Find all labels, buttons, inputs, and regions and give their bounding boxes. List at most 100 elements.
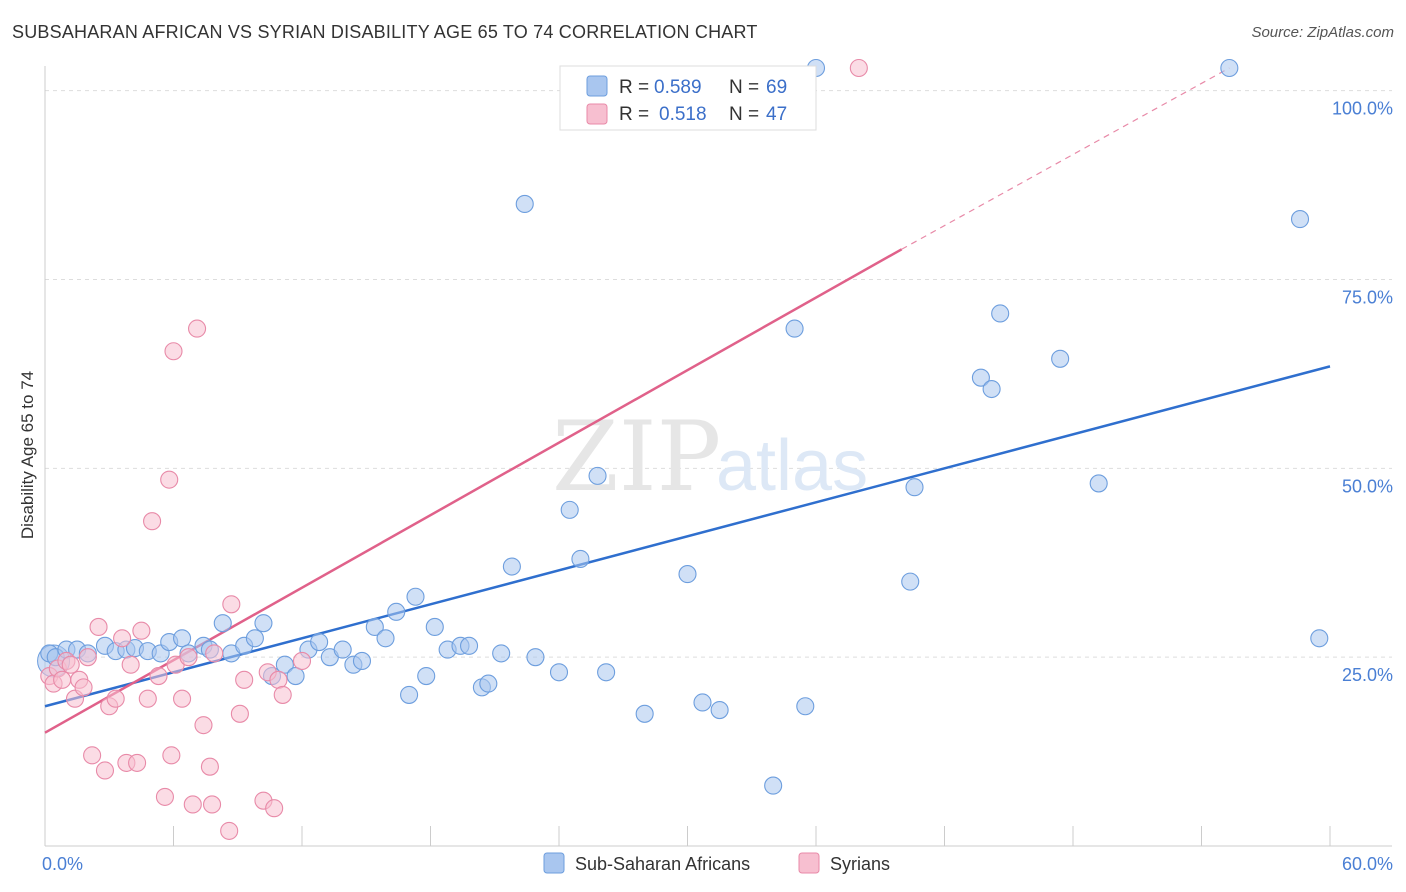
- point-0-31: [376, 629, 395, 648]
- point-0-67: [1290, 210, 1310, 229]
- point-1-19: [132, 621, 151, 640]
- point-1-35: [203, 795, 222, 814]
- series-legend-label-pink: Syrians: [830, 854, 890, 874]
- legend-swatch-pink: [586, 103, 608, 125]
- point-0-44: [515, 194, 534, 214]
- point-1-28: [173, 689, 192, 708]
- point-0-20: [254, 614, 273, 633]
- point-0-12: [173, 629, 192, 648]
- point-1-5: [61, 655, 80, 674]
- series-legend-swatch-blue: [543, 852, 565, 874]
- point-0-51: [635, 704, 654, 723]
- point-1-42: [265, 799, 284, 818]
- trend-line-extension-1: [901, 67, 1230, 250]
- point-0-50: [597, 663, 616, 682]
- point-0-19: [245, 629, 264, 648]
- point-0-16: [213, 614, 232, 633]
- point-0-22: [275, 655, 294, 674]
- point-1-21: [143, 512, 162, 531]
- point-0-60: [905, 478, 924, 497]
- point-1-46: [849, 58, 868, 78]
- point-0-29: [352, 651, 372, 670]
- series-legend-swatch-pink: [798, 852, 820, 874]
- point-1-8: [74, 678, 93, 697]
- point-0-57: [796, 697, 815, 716]
- legend-r-value-pink: 0.518: [659, 104, 707, 125]
- point-0-27: [333, 640, 352, 659]
- point-1-17: [121, 655, 140, 674]
- point-1-32: [194, 716, 213, 735]
- watermark: ZIP atlas: [552, 401, 868, 513]
- point-1-14: [106, 689, 125, 708]
- legend-n-value-blue: 69: [766, 77, 787, 98]
- point-0-42: [492, 644, 511, 663]
- point-1-9: [78, 648, 97, 667]
- point-1-20: [138, 689, 157, 708]
- legend-swatch-blue: [586, 75, 608, 97]
- y-tick-label-2: 75.0%: [1342, 287, 1393, 307]
- point-1-31: [188, 319, 207, 338]
- point-1-30: [183, 795, 202, 814]
- point-1-34: [205, 644, 224, 663]
- axis-layer: [44, 66, 1392, 847]
- point-1-33: [200, 757, 219, 776]
- point-0-61: [971, 368, 990, 387]
- point-0-23: [286, 666, 305, 686]
- point-1-12: [95, 761, 115, 780]
- chart-source: Source: ZipAtlas.com: [1251, 24, 1394, 41]
- watermark-atlas-text: atlas: [716, 426, 868, 506]
- point-0-49: [588, 466, 607, 485]
- y-axis-label: Disability Age 65 to 74: [18, 371, 37, 539]
- ticks-layer: 25.0% 50.0% 75.0% 100.0% 0.0% 60.0%: [42, 99, 1393, 874]
- point-0-54: [710, 700, 729, 720]
- y-tick-label-3: 100.0%: [1332, 99, 1393, 119]
- point-1-44: [273, 685, 292, 704]
- point-0-45: [526, 648, 545, 667]
- legend-r-label-blue: R =: [619, 77, 649, 98]
- point-0-62: [982, 379, 1001, 399]
- x-tick-label-0: 0.0%: [42, 854, 83, 874]
- point-1-36: [220, 821, 239, 840]
- point-1-39: [235, 670, 254, 689]
- trend-line-0: [44, 365, 1331, 708]
- y-tick-label-0: 25.0%: [1342, 665, 1393, 685]
- point-0-47: [560, 500, 579, 519]
- point-0-25: [310, 633, 329, 652]
- legend-r-value-blue: 0.589: [654, 77, 702, 98]
- point-0-41: [479, 674, 498, 693]
- x-tick-label-1: 60.0%: [1342, 854, 1393, 874]
- point-0-52: [678, 565, 697, 584]
- stats-legend: R = 0.589 N = 69 R = 0.518 N = 47: [559, 65, 817, 131]
- point-1-23: [155, 787, 174, 806]
- point-1-43: [269, 670, 288, 689]
- point-0-59: [901, 572, 920, 591]
- point-1-45: [292, 651, 312, 670]
- point-1-38: [230, 704, 249, 723]
- chart-title: SUBSAHARAN AFRICAN VS SYRIAN DISABILITY …: [12, 22, 758, 42]
- point-0-68: [1310, 629, 1329, 648]
- point-1-11: [89, 617, 108, 637]
- point-0-55: [764, 776, 783, 795]
- point-1-27: [164, 342, 183, 361]
- point-1-37: [222, 595, 241, 614]
- y-tick-label-1: 50.0%: [1342, 476, 1393, 496]
- point-0-56: [785, 319, 804, 338]
- point-0-46: [549, 663, 569, 682]
- watermark-zip-text: ZIP: [552, 401, 721, 513]
- point-0-34: [406, 587, 425, 606]
- point-0-33: [400, 685, 419, 704]
- point-1-24: [160, 470, 179, 489]
- point-0-43: [502, 557, 521, 576]
- point-0-48: [571, 549, 590, 569]
- legend-n-label-pink: N =: [729, 104, 759, 125]
- point-0-35: [417, 666, 436, 686]
- point-0-53: [693, 693, 712, 712]
- points-layer: [37, 58, 1329, 840]
- point-0-64: [1051, 349, 1070, 368]
- point-1-3: [53, 670, 72, 689]
- point-0-36: [425, 617, 444, 637]
- series-legend-label-blue: Sub-Saharan Africans: [575, 854, 750, 874]
- point-1-10: [83, 746, 102, 765]
- series-legend: Sub-Saharan Africans Syrians: [543, 852, 890, 874]
